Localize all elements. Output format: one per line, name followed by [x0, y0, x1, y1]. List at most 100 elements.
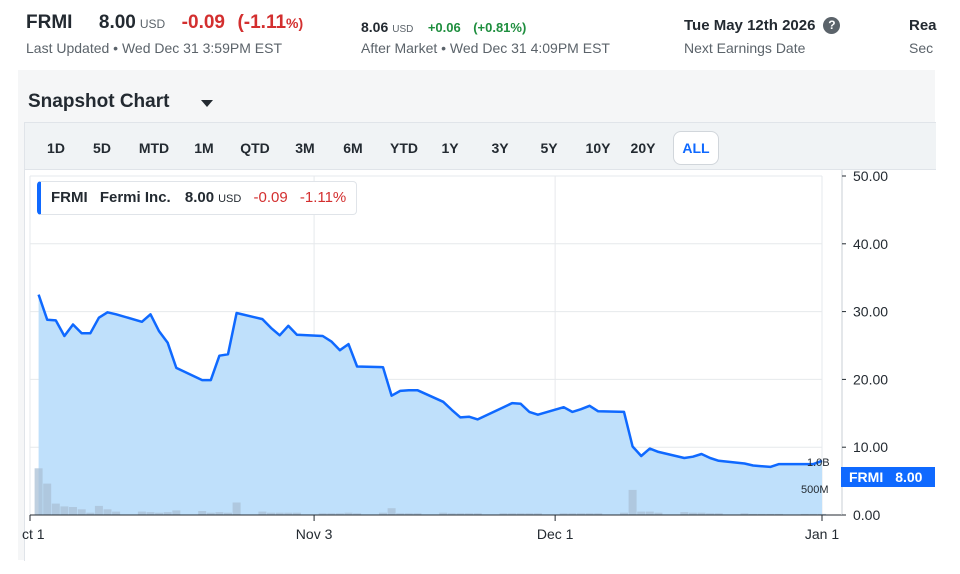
- x-tick-label: Nov 3: [296, 526, 333, 542]
- current-price: 8.00: [98, 12, 136, 33]
- volume-bar: [706, 513, 715, 515]
- volume-bar: [439, 512, 448, 515]
- volume-bar: [697, 512, 706, 515]
- range-button-3y[interactable]: 3Y: [491, 140, 509, 156]
- volume-bar: [86, 512, 95, 515]
- volume-bar: [379, 512, 387, 515]
- volume-bar: [335, 513, 344, 515]
- price-change-pct: (-1.11%): [237, 12, 304, 33]
- range-button-20y[interactable]: 20Y: [630, 140, 656, 156]
- volume-bar: [628, 489, 637, 515]
- volume-bar: [645, 511, 654, 515]
- price-tag: FRMI 8.00: [841, 467, 935, 487]
- snapshot-chart-title: Snapshot Chart: [28, 91, 170, 112]
- volume-bar: [499, 513, 508, 515]
- range-button-ytd[interactable]: YTD: [390, 140, 418, 156]
- range-button-1d[interactable]: 1D: [47, 140, 65, 156]
- volume-bar: [637, 511, 646, 515]
- volume-bar: [275, 512, 284, 515]
- volume-bar: [224, 512, 232, 515]
- price-currency: USD: [139, 17, 166, 31]
- volume-tick-label: 1.0B: [807, 457, 830, 469]
- range-button-1m[interactable]: 1M: [194, 140, 214, 156]
- caret-down-icon[interactable]: [201, 100, 213, 107]
- range-button-3m[interactable]: 3M: [295, 140, 315, 156]
- volume-bar: [800, 513, 809, 515]
- volume-bar: [112, 511, 121, 515]
- volume-bar: [740, 513, 749, 515]
- volume-bar: [516, 513, 525, 515]
- volume-bar: [215, 512, 224, 515]
- volume-bar: [585, 513, 594, 515]
- volume-bar: [654, 512, 663, 515]
- x-tick-label: Dec 1: [537, 526, 574, 542]
- y-tick-label: 20.00: [853, 371, 888, 387]
- volume-bar: [327, 513, 336, 515]
- cut-off-stat-sub: Sec: [909, 40, 934, 56]
- volume-bar: [396, 513, 405, 515]
- volume-bar: [206, 512, 215, 515]
- range-button-5y[interactable]: 5Y: [540, 140, 558, 156]
- volume-bar: [284, 512, 293, 515]
- legend-change-pct: -1.11%: [299, 189, 347, 206]
- question-circle-icon[interactable]: ?: [823, 17, 841, 34]
- volume-bar: [714, 513, 723, 515]
- price-tag-value: 8.00: [895, 469, 923, 485]
- volume-bar: [198, 511, 207, 515]
- volume-bar: [594, 513, 603, 515]
- volume-bar: [232, 502, 241, 515]
- volume-bar: [60, 506, 69, 515]
- volume-bar: [172, 510, 181, 515]
- volume-bar: [749, 513, 758, 515]
- volume-bar: [69, 507, 77, 515]
- volume-bar: [34, 468, 43, 515]
- after-market-currency: USD: [392, 24, 414, 35]
- quote-header: FRMI 8.00 USD -0.09 (-1.11%): [26, 12, 303, 34]
- volume-bar: [620, 512, 628, 515]
- range-button-mtd[interactable]: MTD: [138, 140, 170, 156]
- legend-symbol: FRMI: [51, 189, 88, 206]
- chart-legend: FRMI Fermi Inc. 8.00 USD -0.09 -1.11%: [37, 181, 358, 215]
- volume-bar: [267, 512, 275, 515]
- volume-bar: [146, 512, 155, 515]
- range-button-5d[interactable]: 5D: [93, 140, 111, 156]
- y-tick-label: 10.00: [853, 439, 888, 455]
- volume-bar: [43, 483, 52, 515]
- price-tag-symbol: FRMI: [849, 469, 884, 485]
- volume-bar: [577, 513, 585, 515]
- range-button-qtd[interactable]: QTD: [240, 140, 270, 156]
- volume-bar: [292, 512, 301, 515]
- y-tick-label: 50.00: [853, 168, 888, 184]
- range-button-all[interactable]: ALL: [673, 131, 719, 165]
- range-button-10y[interactable]: 10Y: [585, 140, 611, 156]
- legend-change: -0.09: [253, 189, 288, 206]
- x-tick-label: Jan 1: [805, 526, 839, 542]
- legend-currency: USD: [218, 193, 242, 205]
- range-button-1y[interactable]: 1Y: [441, 140, 459, 156]
- after-market-price: 8.06: [361, 19, 389, 35]
- cut-off-stat-title: Rea: [909, 17, 937, 34]
- y-tick-label: 0.00: [853, 507, 880, 523]
- volume-bar: [688, 512, 697, 515]
- volume-bar: [404, 513, 413, 515]
- price-change: -0.09: [181, 12, 225, 33]
- volume-bar: [344, 512, 353, 515]
- volume-bar: [525, 513, 534, 515]
- x-tick-label: ct 1: [22, 526, 45, 542]
- volume-bar: [775, 513, 783, 515]
- volume-bar: [818, 513, 826, 515]
- earnings-label: Next Earnings Date: [684, 40, 806, 56]
- volume-bar: [757, 513, 766, 515]
- after-market-change: +0.06: [427, 20, 461, 35]
- volume-bar: [137, 511, 146, 515]
- volume-bar: [318, 513, 327, 515]
- volume-bar: [103, 509, 112, 515]
- volume-bar: [766, 513, 775, 515]
- volume-bar: [353, 513, 362, 515]
- range-button-6m[interactable]: 6M: [343, 140, 363, 156]
- volume-bar: [387, 508, 396, 515]
- volume-bar: [473, 513, 482, 515]
- last-updated: Last Updated • Wed Dec 31 3:59PM EST: [26, 40, 282, 56]
- after-market-change-pct: (+0.81%): [473, 20, 527, 35]
